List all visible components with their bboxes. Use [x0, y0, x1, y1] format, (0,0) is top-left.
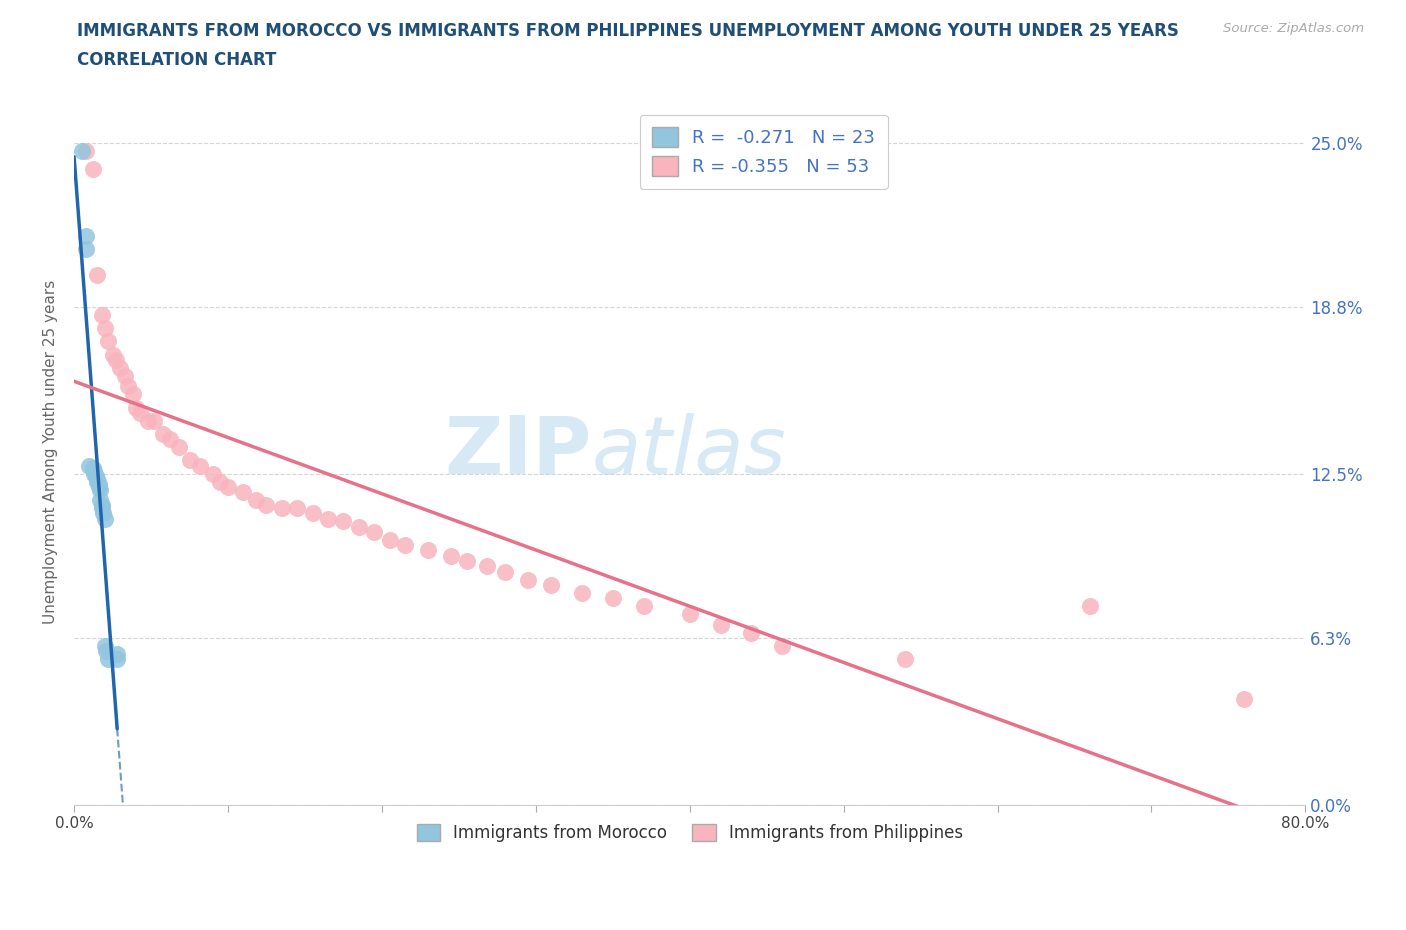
Point — [91, 506, 114, 521]
Point — [75, 241, 97, 256]
Point — [475, 559, 498, 574]
Text: CORRELATION CHART: CORRELATION CHART — [77, 51, 277, 69]
Point — [394, 538, 416, 552]
Point — [633, 599, 655, 614]
Point — [94, 638, 117, 653]
Point — [86, 472, 108, 486]
Point — [201, 466, 224, 481]
Point — [347, 519, 370, 534]
Point — [167, 440, 190, 455]
Point — [209, 474, 232, 489]
Point — [602, 591, 624, 605]
Point — [86, 474, 108, 489]
Point — [378, 533, 401, 548]
Point — [84, 469, 107, 484]
Point — [90, 308, 112, 323]
Point — [97, 652, 120, 667]
Point — [94, 512, 117, 526]
Point — [96, 644, 118, 658]
Point — [363, 525, 385, 539]
Point — [679, 606, 702, 621]
Point — [86, 268, 108, 283]
Point — [70, 143, 93, 158]
Point — [143, 413, 166, 428]
Point — [316, 512, 339, 526]
Text: IMMIGRANTS FROM MOROCCO VS IMMIGRANTS FROM PHILIPPINES UNEMPLOYMENT AMONG YOUTH : IMMIGRANTS FROM MOROCCO VS IMMIGRANTS FR… — [77, 22, 1180, 40]
Point — [82, 162, 104, 177]
Point — [179, 453, 201, 468]
Point — [152, 427, 174, 442]
Point — [494, 565, 516, 579]
Point — [188, 458, 211, 473]
Point — [894, 652, 917, 667]
Point — [90, 500, 112, 515]
Point — [110, 361, 132, 376]
Point — [301, 506, 323, 521]
Point — [121, 387, 143, 402]
Point — [87, 480, 110, 495]
Text: Source: ZipAtlas.com: Source: ZipAtlas.com — [1223, 22, 1364, 35]
Point — [89, 493, 111, 508]
Point — [332, 514, 354, 529]
Point — [75, 228, 97, 243]
Point — [114, 368, 136, 383]
Point — [104, 352, 127, 367]
Point — [440, 549, 463, 564]
Y-axis label: Unemployment Among Youth under 25 years: Unemployment Among Youth under 25 years — [44, 280, 58, 624]
Point — [285, 500, 308, 515]
Point — [82, 461, 104, 476]
Point — [571, 585, 593, 600]
Point — [83, 464, 105, 479]
Point — [136, 413, 159, 428]
Point — [89, 482, 111, 497]
Point — [709, 618, 731, 632]
Point — [129, 405, 152, 420]
Point — [1233, 691, 1256, 706]
Point — [740, 625, 762, 640]
Point — [770, 638, 793, 653]
Point — [87, 477, 110, 492]
Point — [83, 466, 105, 481]
Point — [117, 379, 139, 393]
Point — [101, 347, 124, 362]
Point — [1078, 599, 1101, 614]
Point — [232, 485, 254, 499]
Point — [217, 480, 239, 495]
Point — [245, 493, 267, 508]
Point — [105, 646, 128, 661]
Point — [124, 400, 146, 415]
Text: ZIP: ZIP — [444, 413, 592, 491]
Point — [256, 498, 278, 513]
Point — [94, 321, 117, 336]
Point — [90, 498, 112, 513]
Point — [97, 334, 120, 349]
Point — [159, 432, 181, 446]
Point — [75, 143, 97, 158]
Point — [270, 500, 292, 515]
Point — [79, 458, 101, 473]
Point — [517, 572, 540, 587]
Legend: Immigrants from Morocco, Immigrants from Philippines: Immigrants from Morocco, Immigrants from… — [409, 817, 970, 849]
Point — [540, 578, 562, 592]
Text: atlas: atlas — [592, 413, 786, 491]
Point — [105, 652, 128, 667]
Point — [456, 553, 478, 568]
Point — [416, 543, 439, 558]
